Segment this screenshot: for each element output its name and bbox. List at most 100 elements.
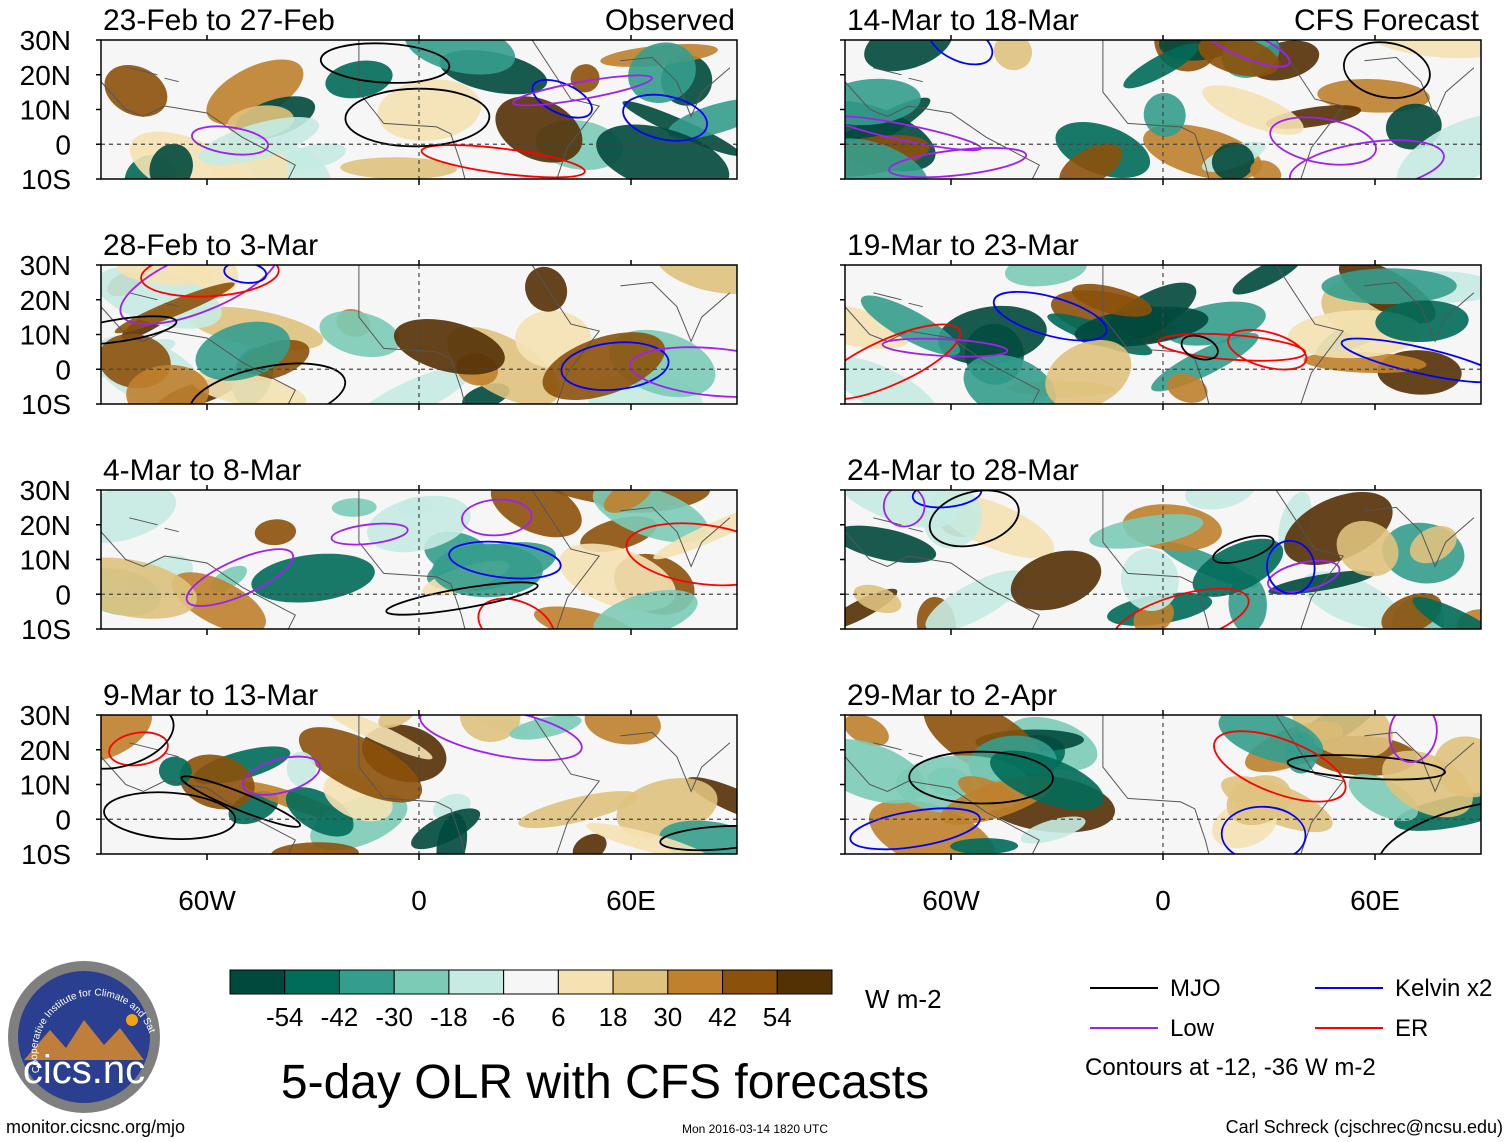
contour-line [1213,730,1347,803]
x-axes-layer: 60W 0 60E 60W 0 60E [178,885,1400,916]
y-tick-label: 10S [21,839,71,870]
anomaly-blob [860,295,960,356]
anomaly-blob [1268,570,1375,595]
contour-line [477,597,555,629]
anomaly-blob [206,59,304,125]
contour-line [512,74,653,107]
anomaly-blob [179,754,255,810]
anomaly-field [845,265,1481,404]
anomaly-blob [1370,40,1481,59]
contour-line [419,715,583,762]
anomaly-blob [656,265,737,294]
colorbar-label: 54 [763,1002,792,1032]
panel-title: 4-Mar to 8-Mar [103,454,301,487]
anomaly-blob [518,791,639,829]
anomaly-blob [459,715,521,743]
column-label: CFS Forecast [1294,4,1480,37]
colorbar-label: 18 [599,1002,628,1032]
panel-title: 29-Mar to 2-Apr [847,679,1057,712]
anomaly-blob [319,311,401,358]
contour-line [928,40,994,66]
anomaly-blob [298,727,423,803]
legend-label: ER [1395,1015,1428,1042]
anomaly-blob [285,787,354,837]
contour-line [101,715,175,770]
coastlines [845,715,1475,854]
anomaly-blob [1317,78,1430,113]
coastline [1102,715,1210,854]
anomaly-blob [1166,373,1208,403]
x-tick-label: 0 [411,885,427,916]
panel-title: 14-Mar to 18-Mar [847,4,1079,37]
anomaly-blob [845,490,958,528]
coastlines [101,490,731,629]
anomaly-blob [1336,520,1399,577]
anomaly-blob [323,715,433,760]
contour-line [1180,334,1219,361]
anomaly-blob [653,501,737,560]
colorbar-swatch [503,969,559,995]
coastline [531,265,601,404]
coastline [531,715,601,854]
contour-line [1269,116,1377,166]
contour-line [1227,328,1308,371]
anomaly-blob [659,820,737,854]
y-tick-label: 30N [20,475,71,506]
legend: MJO Kelvin x2 Low ER [1090,975,1492,1042]
coastline [620,281,731,343]
anomaly-blob [1232,265,1303,295]
coastline [129,292,179,308]
column-label: Observed [605,4,735,37]
logo-name: cics.nc [23,1048,145,1092]
anomaly-blob [126,364,210,404]
contour-line [845,323,962,401]
anomaly-blob [845,138,928,179]
panel-6: 19-Mar to 23-Mar [840,229,1482,410]
y-tick-label: 0 [55,579,71,610]
contour-line [101,315,178,346]
anomaly-blob [1123,43,1200,89]
wave-contours [849,715,1481,854]
coastline [531,490,601,629]
coastline [129,742,179,758]
contour-line [189,362,347,404]
y-tick-label: 10S [21,614,71,645]
y-tick-label: 0 [55,804,71,835]
contour-line [1267,559,1341,594]
y-tick-label: 30N [20,25,71,56]
coastline [873,742,923,758]
contour-line [119,265,280,325]
colorbar-swatch [448,969,505,995]
contour-line [659,825,737,852]
coastline [845,81,1040,179]
contour-line [191,125,269,156]
wave-contours [101,265,737,404]
anomaly-blob [533,606,636,629]
colorbar-swatch [229,969,286,995]
anomaly-blob [542,332,666,401]
anomaly-blob [845,715,889,747]
coastline [1275,715,1345,854]
coastline [101,531,296,629]
contour-line [908,750,1054,805]
footer-author: Carl Schreck (cjschrec@ncsu.edu) [1226,1117,1503,1137]
anomaly-blob [525,266,568,312]
colorbar-swatch [612,969,669,995]
colorbar-label: -30 [375,1002,413,1032]
anomaly-blob [1385,103,1442,150]
contour-line [420,144,586,179]
anomaly-blob [586,822,711,854]
anomaly-blob [1348,774,1419,821]
anomaly-blob [101,557,197,619]
contour-line [344,87,491,148]
anomaly-field [845,490,1481,629]
panel-title: 23-Feb to 27-Feb [103,4,335,37]
wave-contours [191,42,708,179]
anomaly-blob [1074,306,1209,347]
coastline [845,531,1040,629]
colorbar-label: -42 [321,1002,359,1032]
coastline [358,265,466,404]
contour-line [1343,41,1431,99]
anomaly-blob [596,124,730,179]
